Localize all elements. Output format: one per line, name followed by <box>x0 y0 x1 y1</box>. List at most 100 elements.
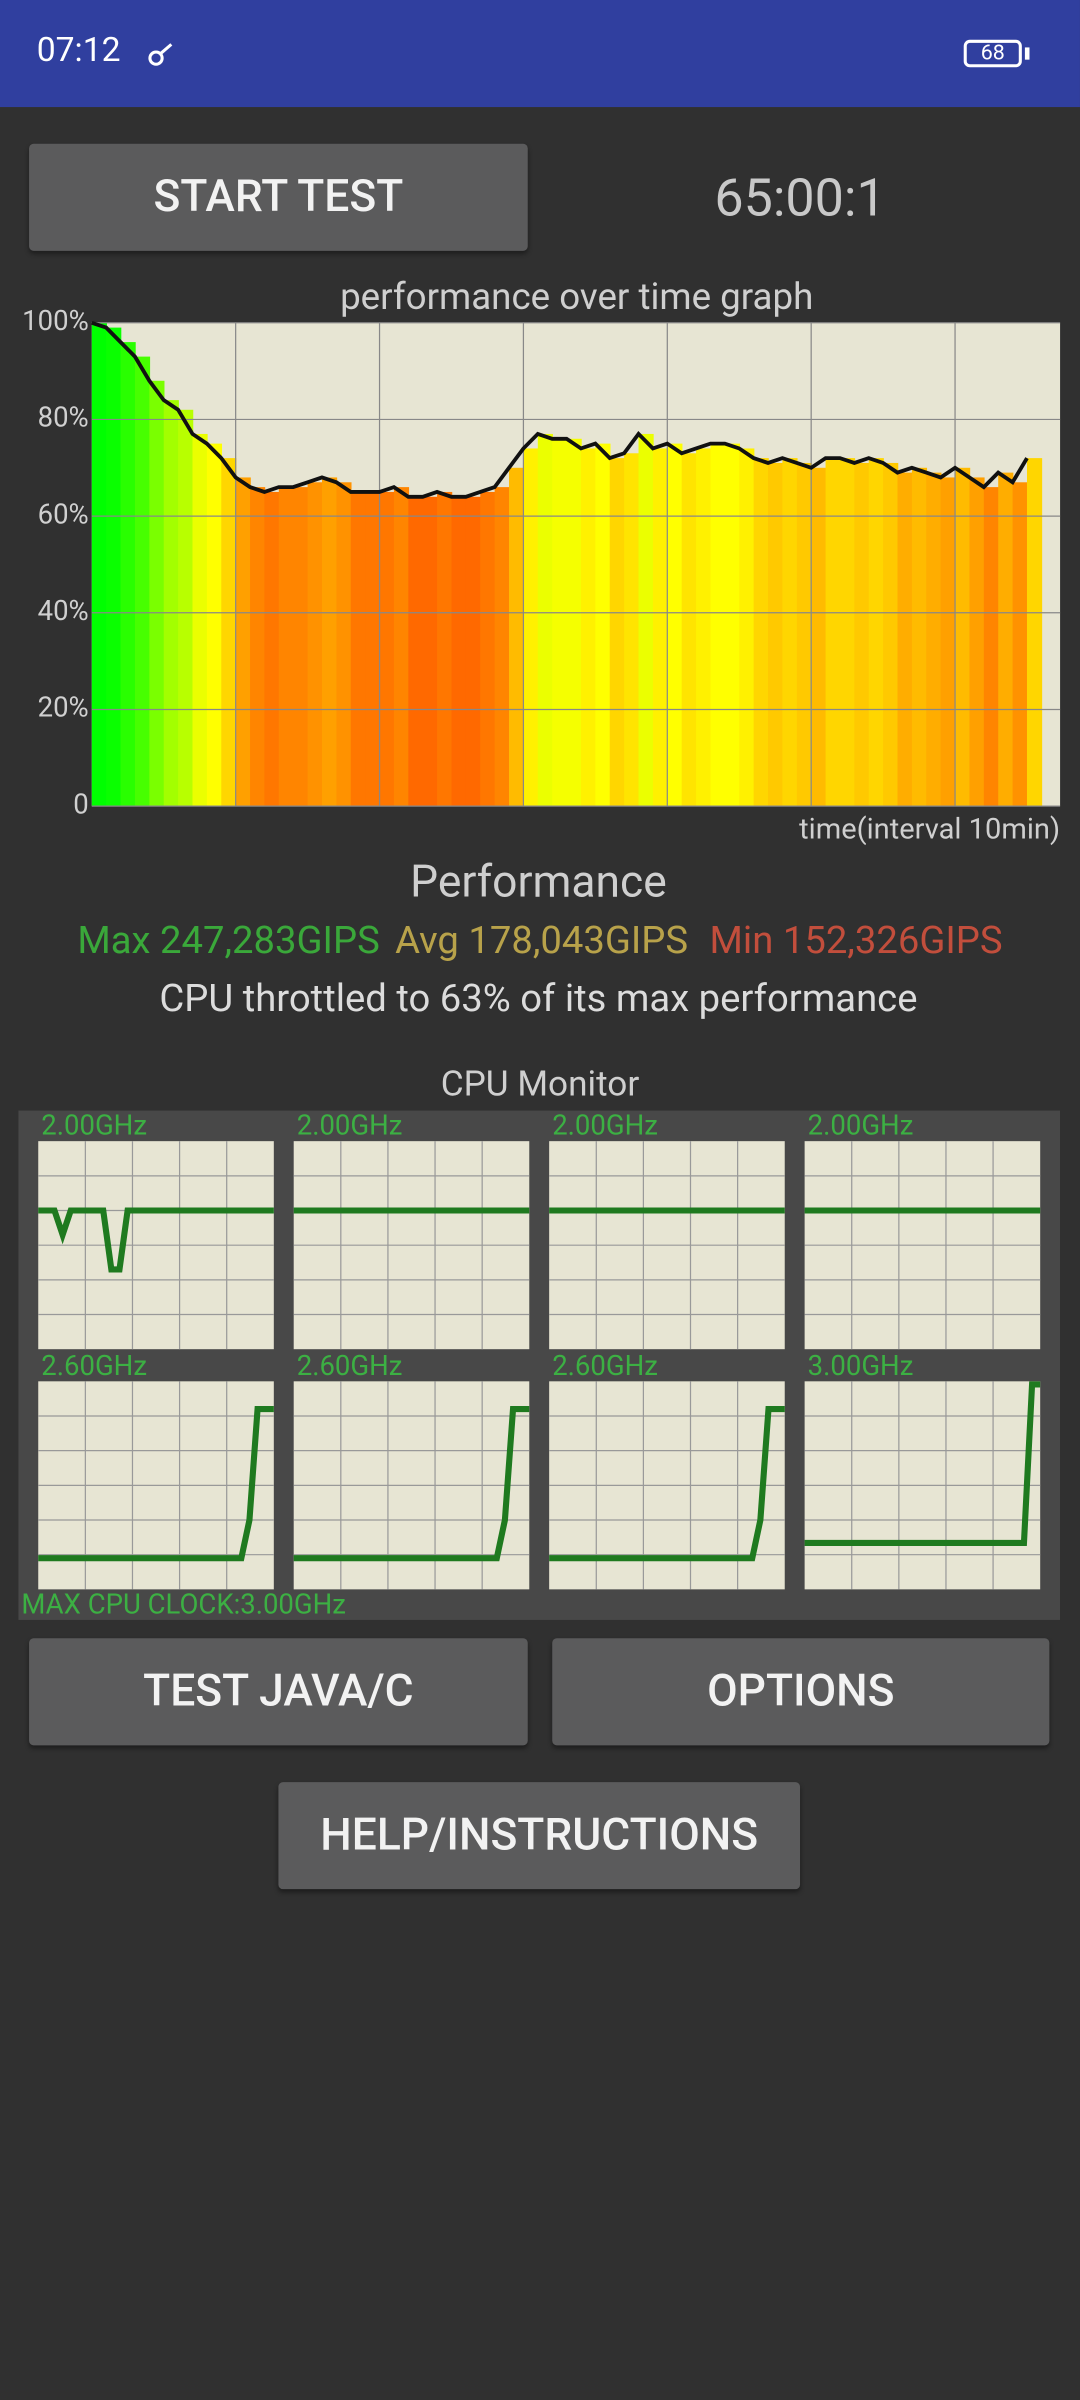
performance-stats: Max 247,283GIPS Avg 178,043GIPS Min 152,32… <box>0 919 1080 963</box>
performance-band <box>307 482 323 807</box>
core-frequency-label: 2.00GHz <box>297 1111 403 1142</box>
performance-band <box>192 433 208 807</box>
start-button[interactable]: START TEST <box>29 143 528 251</box>
performance-band <box>552 438 568 807</box>
performance-band <box>350 491 366 807</box>
performance-band <box>595 443 611 807</box>
core-frequency-label: 2.60GHz <box>552 1349 658 1382</box>
performance-band <box>681 453 697 807</box>
performance-band <box>206 443 223 807</box>
core-frequency-label: 3.00GHz <box>808 1349 914 1382</box>
performance-band <box>134 356 151 807</box>
y-tick-label: 20% <box>38 691 89 724</box>
performance-band <box>696 448 712 807</box>
max-stat: Max 247,283GIPS <box>77 919 380 964</box>
performance-band <box>839 458 856 807</box>
performance-band <box>379 491 395 807</box>
performance-band <box>221 458 237 807</box>
performance-band <box>393 487 410 807</box>
performance-band <box>883 462 899 807</box>
performance-band <box>667 443 683 807</box>
performance-band <box>724 443 740 807</box>
performance-band <box>911 467 928 807</box>
performance-band <box>739 448 755 807</box>
performance-band <box>638 433 654 807</box>
core-frequency-line <box>549 1405 785 1562</box>
y-tick-label: 0 <box>73 787 88 818</box>
performance-band <box>580 448 597 807</box>
status-icon <box>148 43 173 66</box>
core-frequency-label: 2.60GHz <box>297 1349 403 1382</box>
performance-band <box>278 487 294 807</box>
performance-band <box>710 443 726 807</box>
performance-band <box>969 477 985 807</box>
core-frequency-line <box>804 1381 1041 1546</box>
performance-band <box>163 400 179 807</box>
performance-band <box>120 342 136 807</box>
performance-band <box>509 467 525 807</box>
y-tick-label: 100% <box>22 306 89 337</box>
status-bar <box>0 0 1080 108</box>
performance-band <box>437 491 453 807</box>
x-axis-label: time(interval 10min) <box>799 810 1061 846</box>
battery <box>963 39 1022 68</box>
performance-band <box>106 327 122 807</box>
battery-level: 68 <box>980 41 1005 66</box>
core-frequency-label: 2.00GHz <box>552 1111 658 1142</box>
y-tick-label: 80% <box>38 401 89 434</box>
core-frequency-line <box>38 1405 274 1562</box>
performance-band <box>451 496 467 807</box>
performance-band <box>940 477 956 807</box>
performance-band <box>652 448 669 807</box>
performance-band <box>566 438 582 807</box>
performance-band <box>768 462 784 807</box>
core-frequency-line <box>293 1405 530 1562</box>
performance-band <box>178 409 194 807</box>
performance-band <box>624 453 640 807</box>
performance-band <box>365 491 381 807</box>
performance-band <box>796 462 812 807</box>
performance-band <box>293 487 309 807</box>
performance-band <box>408 496 424 807</box>
test-button[interactable]: TEST JAVA/C <box>29 1638 528 1746</box>
performance-band <box>321 477 338 807</box>
timer: 65:00:1 <box>714 168 886 230</box>
performance-band <box>868 458 884 807</box>
performance-band <box>811 467 827 807</box>
avg-stat: Avg 178,043GIPS <box>395 919 689 964</box>
core-frequency-label: 2.00GHz <box>41 1111 147 1142</box>
performance-band <box>494 487 510 807</box>
core-frequency-line <box>38 1207 274 1273</box>
throttle-text: CPU throttled to 63% of its max performa… <box>159 977 918 1022</box>
performance-band <box>1012 482 1028 807</box>
performance-band <box>955 467 971 807</box>
core-frequency-label: 2.00GHz <box>808 1111 914 1142</box>
performance-band <box>609 458 625 807</box>
clock: 07:12 <box>36 32 121 71</box>
performance-band <box>1026 458 1043 807</box>
performance-band <box>465 496 482 807</box>
help-button[interactable]: HELP/INSTRUCTIONS <box>278 1782 801 1890</box>
performance-band <box>91 322 107 807</box>
performance-band <box>336 482 352 807</box>
options-button[interactable]: OPTIONS <box>552 1638 1050 1746</box>
core-frequency-label: 2.60GHz <box>41 1349 147 1382</box>
y-tick-label: 60% <box>38 497 89 530</box>
performance-band <box>897 472 913 807</box>
performance-band <box>983 487 999 807</box>
performance-band <box>926 472 942 807</box>
performance-band <box>422 496 438 807</box>
graph-title: performance over time graph <box>340 275 814 319</box>
performance-band <box>854 462 870 807</box>
performance-band <box>523 448 539 807</box>
performance-band <box>235 477 251 807</box>
min-stat: Min 152,326GIPS <box>709 919 1003 964</box>
cpu-monitor-title: CPU Monitor <box>440 1063 640 1105</box>
y-tick-label: 40% <box>38 594 89 627</box>
performance-band <box>782 458 798 807</box>
performance-band <box>825 458 841 807</box>
performance-band <box>998 472 1014 807</box>
performance-title: Performance <box>410 856 667 909</box>
